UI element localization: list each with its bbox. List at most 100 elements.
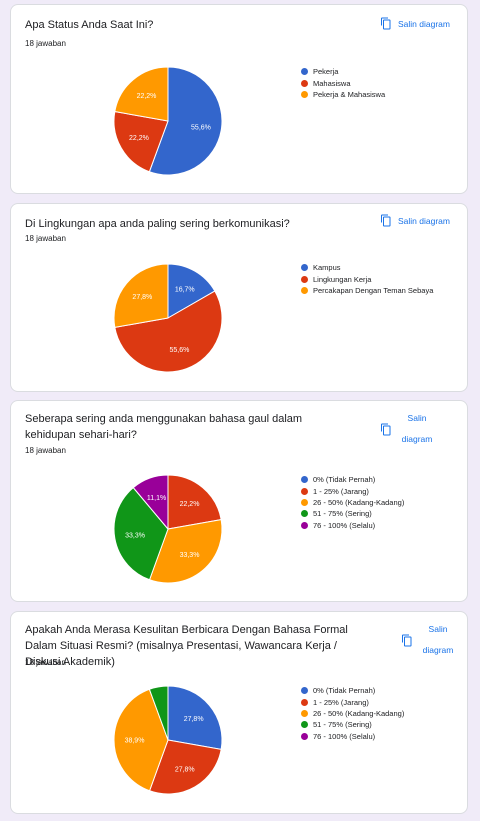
slice-label: 27,8% [132, 294, 152, 301]
legend-dot [301, 476, 308, 484]
slice-label: 33,3% [180, 552, 200, 559]
legend-dot [301, 709, 308, 717]
legend-dot [301, 721, 308, 729]
legend-item: Percakapan Dengan Teman Sebaya [301, 285, 433, 296]
pie-slice [132, 474, 169, 531]
pie-slice [148, 739, 222, 795]
pie-chart: 27,8% 27,8% 38,9% [113, 685, 223, 795]
copy-chart-label: Salin diagram [398, 408, 436, 450]
slice-label: 27,8% [184, 716, 204, 723]
copy-chart-label-line1: Salin [407, 413, 427, 423]
legend-dot [301, 487, 308, 495]
slice-label: 11,1% [147, 495, 166, 502]
copy-chart-button[interactable]: Salin diagram [380, 17, 450, 31]
legend-item: Pekerja & Mahasiswa [301, 89, 385, 100]
copy-icon [381, 214, 391, 227]
legend-dot [301, 698, 308, 706]
question-title: Di Lingkungan apa anda paling sering ber… [25, 218, 290, 230]
response-count: 18 jawaban [25, 658, 66, 667]
legend-dot [301, 68, 308, 76]
copy-chart-label: Salin diagram [398, 19, 450, 29]
legend-item: 26 - 50% (Kadang-Kadang) [301, 497, 404, 508]
pie-slice [148, 66, 223, 176]
pie-chart: 16,7% 55,6% 27,8% [113, 263, 223, 373]
pie-slice [148, 519, 223, 584]
slice-label: 38,9% [125, 738, 145, 745]
chart-legend: Pekerja Mahasiswa Pekerja & Mahasiswa [301, 66, 385, 100]
legend-item: 76 - 100% (Selalu) [301, 520, 404, 531]
legend-label: 76 - 100% (Selalu) [313, 520, 376, 530]
legend-dot [301, 90, 308, 98]
legend-dot [301, 498, 308, 506]
legend-label: 26 - 50% (Kadang-Kadang) [313, 497, 405, 507]
chart-legend: 0% (Tidak Pernah) 1 - 25% (Jarang) 26 - 50… [301, 474, 404, 531]
chart-legend: 0% (Tidak Pernah) 1 - 25% (Jarang) 26 - 50… [301, 685, 404, 742]
legend-dot [301, 521, 308, 529]
legend-label: Pekerja [313, 67, 339, 77]
pie-chart: 55,6% 22,2% 22,2% [113, 66, 223, 176]
legend-label: 51 - 75% (Sering) [313, 509, 372, 519]
legend-dot [301, 264, 308, 272]
pie-slice [114, 290, 223, 373]
pie-slice [113, 688, 169, 792]
legend-label: 1 - 25% (Jarang) [313, 697, 369, 707]
legend-dot [301, 687, 308, 695]
legend-item: 1 - 25% (Jarang) [301, 485, 404, 496]
legend-item: 1 - 25% (Jarang) [301, 696, 404, 707]
response-count: 18 jawaban [25, 234, 66, 243]
copy-chart-label-line1: Salin [428, 624, 448, 634]
slice-label: 55,6% [191, 124, 211, 131]
legend-label: 26 - 50% (Kadang-Kadang) [313, 708, 405, 718]
legend-dot [301, 732, 308, 740]
legend-label: Mahasiswa [313, 78, 351, 88]
slice-label: 55,6% [169, 347, 189, 354]
legend-label: 76 - 100% (Selalu) [313, 731, 376, 741]
legend-item: Pekerja [301, 66, 385, 77]
response-count: 18 jawaban [25, 446, 66, 455]
legend-label: Kampus [313, 263, 341, 273]
pie-slice [114, 66, 169, 122]
chart-legend: Kampus Lingkungan Kerja Percakapan Dengan … [301, 262, 433, 296]
question-card-3: Seberapa sering anda menggunakan bahasa … [10, 400, 468, 602]
slice-label: 27,8% [175, 766, 195, 773]
copy-chart-label: Salin diagram [419, 619, 457, 661]
pie-chart: 22,2% 33,3% 33,3% 11,1% [113, 474, 223, 584]
slice-label: 22,2% [180, 501, 200, 508]
slice-label: 22,2% [129, 135, 149, 142]
legend-label: 1 - 25% (Jarang) [313, 486, 369, 496]
legend-label: Percakapan Dengan Teman Sebaya [313, 285, 434, 295]
response-count: 18 jawaban [25, 39, 66, 48]
legend-dot [301, 275, 308, 283]
legend-dot [301, 79, 308, 87]
copy-icon [381, 17, 391, 30]
legend-label: Pekerja & Mahasiswa [313, 89, 386, 99]
copy-chart-label: Salin diagram [398, 216, 450, 226]
legend-item: 26 - 50% (Kadang-Kadang) [301, 708, 404, 719]
copy-chart-label-line2: diagram [422, 645, 454, 655]
legend-item: Lingkungan Kerja [301, 273, 433, 284]
question-title: Seberapa sering anda menggunakan bahasa … [25, 413, 303, 441]
copy-icon [381, 423, 391, 435]
pie-slice [113, 486, 169, 581]
question-card-4: Apakah Anda Merasa Kesulitan Berbicara D… [10, 611, 468, 814]
copy-chart-button[interactable]: Salin diagram [380, 214, 450, 228]
question-title: Apa Status Anda Saat Ini? [25, 19, 154, 31]
pie-slice [167, 685, 223, 750]
pie-slice [113, 110, 169, 173]
legend-item: 51 - 75% (Sering) [301, 508, 404, 519]
legend-label: Lingkungan Kerja [313, 274, 372, 284]
copy-chart-button[interactable]: Salin diagram [401, 619, 457, 661]
question-title: Apakah Anda Merasa Kesulitan Berbicara D… [25, 624, 348, 668]
pie-slice [167, 474, 222, 530]
legend-item: 51 - 75% (Sering) [301, 719, 404, 730]
legend-item: 76 - 100% (Selalu) [301, 731, 404, 742]
question-card-1: Apa Status Anda Saat Ini? 18 jawaban Sal… [10, 4, 468, 194]
legend-label: 0% (Tidak Pernah) [313, 686, 376, 696]
copy-chart-button[interactable]: Salin diagram [380, 408, 436, 450]
pie-slice [113, 263, 169, 328]
legend-label: 0% (Tidak Pernah) [313, 475, 376, 485]
slice-label: 33,3% [125, 532, 145, 539]
pie-slice [167, 263, 216, 319]
question-card-2: Di Lingkungan apa anda paling sering ber… [10, 203, 468, 392]
legend-item: Kampus [301, 262, 433, 273]
